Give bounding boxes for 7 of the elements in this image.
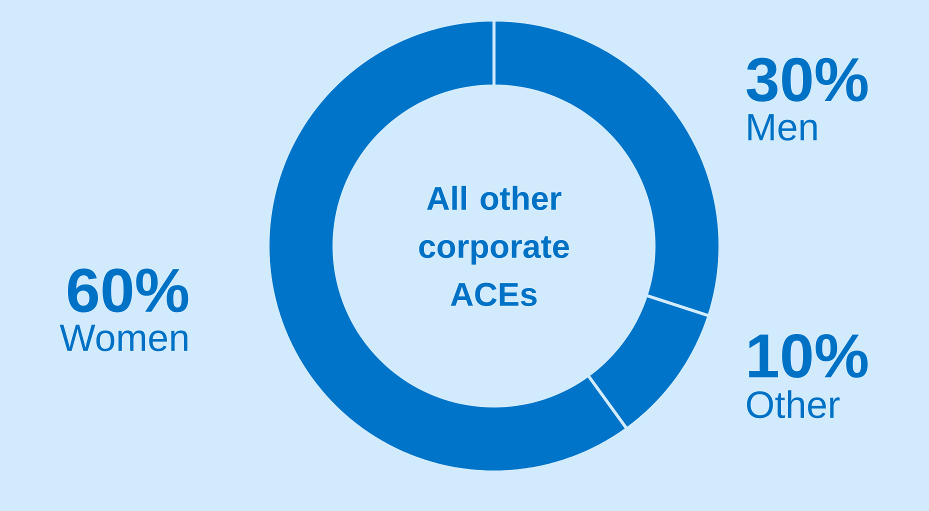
text: All other corporate ACEs: [419, 186, 569, 306]
data-label: 30%: [746, 58, 868, 102]
slice-label: Men: [748, 114, 817, 141]
slice-label: Women: [60, 324, 188, 352]
data-label: 60%: [68, 268, 188, 312]
slice-label: Other: [747, 390, 840, 418]
data-label: 10%: [749, 334, 868, 378]
